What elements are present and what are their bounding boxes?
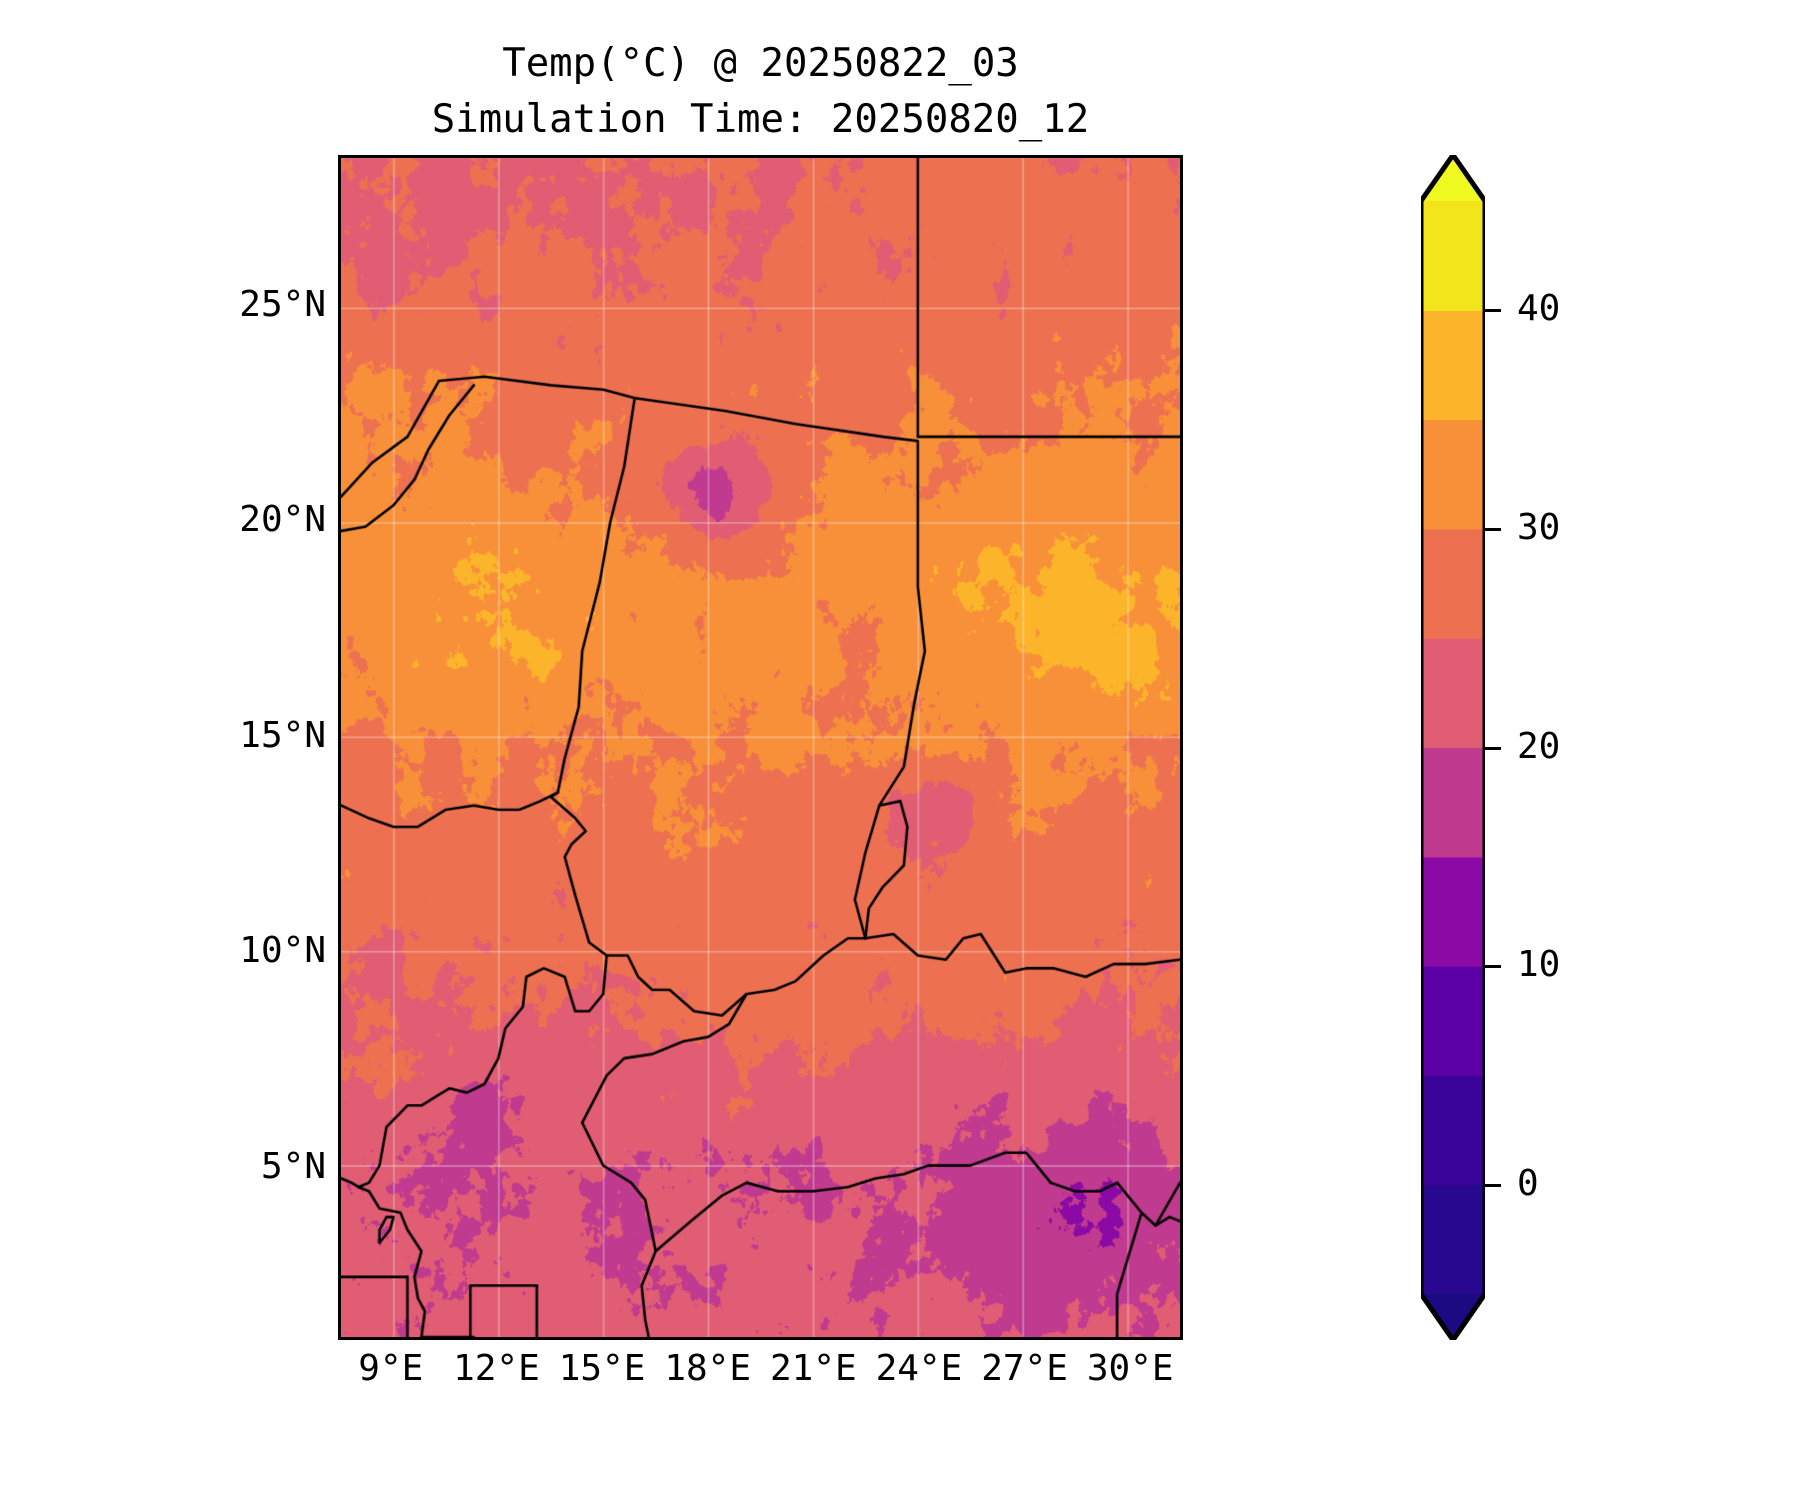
latitude-tick-label: 20°N: [239, 499, 326, 541]
colorbar-tick-label: 20: [1517, 725, 1561, 767]
temperature-colorbar[interactable]: [1421, 155, 1485, 1340]
longitude-tick-label: 15°E: [558, 1348, 646, 1389]
latitude-tick-label: 15°N: [239, 714, 326, 756]
colorbar-tick-mark: [1485, 527, 1501, 531]
colorbar-tick-mark: [1485, 746, 1501, 750]
figure-title: Temp(°C) @ 20250822_03 Simulation Time: …: [338, 36, 1183, 148]
longitude-tick-label: 24°E: [875, 1348, 963, 1389]
colorbar-tick-label: 0: [1517, 1162, 1539, 1204]
longitude-tick-label: 12°E: [453, 1348, 540, 1389]
longitude-tick-label: 9°E: [358, 1348, 424, 1389]
title-line-primary: Temp(°C) @ 20250822_03: [502, 41, 1019, 86]
longitude-tick-label: 30°E: [1086, 1348, 1174, 1389]
latitude-tick-label: 10°N: [239, 930, 326, 972]
colorbar-tick-label: 10: [1517, 944, 1561, 986]
colorbar-gradient: [1421, 155, 1485, 1340]
longitude-tick-label: 27°E: [981, 1348, 1068, 1389]
map-plot-area[interactable]: [338, 155, 1183, 1340]
colorbar-tick-label: 30: [1517, 506, 1561, 548]
colorbar-tick-mark: [1485, 309, 1501, 313]
colorbar-tick-mark: [1485, 965, 1501, 969]
colorbar-tick-label: 40: [1517, 288, 1561, 330]
latitude-tick-label: 25°N: [239, 283, 326, 325]
longitude-tick-label: 18°E: [664, 1348, 752, 1389]
temperature-heatmap: [341, 158, 1180, 1337]
title-line-secondary: Simulation Time: 20250820_12: [431, 97, 1090, 142]
longitude-tick-label: 21°E: [769, 1348, 857, 1389]
colorbar-tick-mark: [1485, 1183, 1501, 1187]
latitude-tick-label: 5°N: [260, 1145, 326, 1187]
